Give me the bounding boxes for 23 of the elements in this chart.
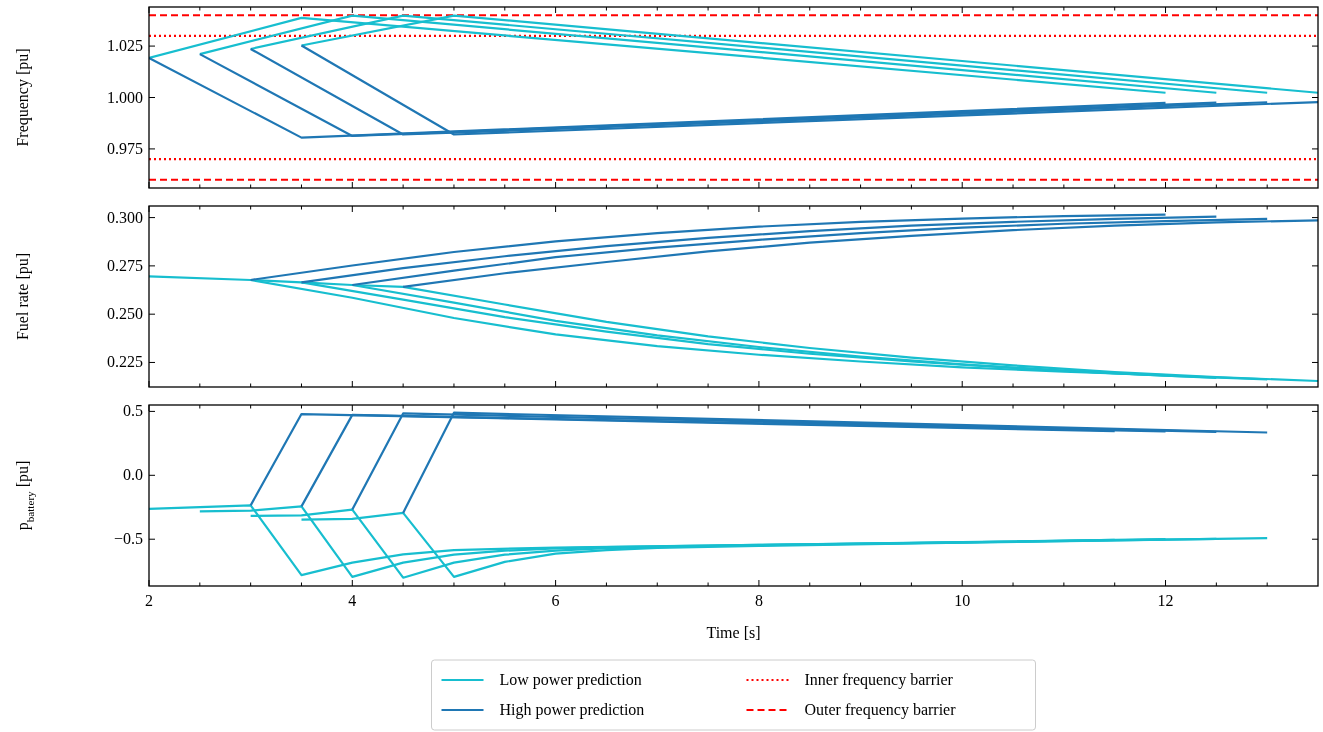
- x-tick-label: 12: [1157, 592, 1174, 609]
- y-tick-label: −0.5: [113, 530, 143, 548]
- legend-label: Low power prediction: [499, 671, 642, 689]
- x-tick-label: 8: [754, 592, 763, 609]
- x-tick-label: 6: [551, 592, 560, 609]
- y-tick-label: 0.250: [107, 305, 143, 323]
- y-tick-label: 0.300: [107, 208, 143, 226]
- legend-label: High power prediction: [499, 701, 645, 719]
- x-tick-label: 4: [348, 592, 357, 609]
- x-tick-label: 10: [954, 592, 971, 609]
- y-axis-title: Frequency [pu]: [14, 48, 32, 147]
- y-tick-label: 0.275: [107, 256, 143, 274]
- y-tick-label: 0.5: [123, 402, 143, 420]
- x-axis-title: Time [s]: [706, 624, 761, 641]
- legend-label: Inner frequency barrier: [804, 671, 954, 689]
- y-tick-label: 1.000: [107, 88, 143, 106]
- y-tick-label: 0.0: [123, 466, 143, 484]
- y-tick-label: 1.025: [107, 37, 143, 55]
- y-tick-label: 0.225: [107, 353, 143, 371]
- x-tick-label: 2: [145, 592, 153, 609]
- y-axis-title: Fuel rate [pu]: [14, 252, 32, 341]
- legend-label: Outer frequency barrier: [804, 701, 957, 719]
- y-tick-label: 0.975: [107, 139, 143, 157]
